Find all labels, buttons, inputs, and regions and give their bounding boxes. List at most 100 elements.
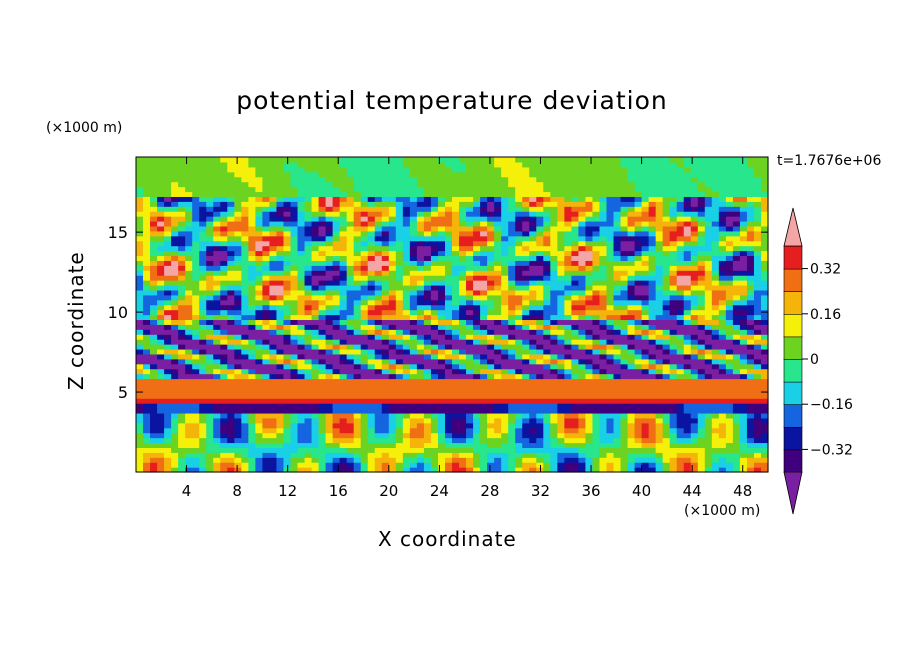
contour-cell <box>683 373 692 380</box>
contour-cell <box>655 329 664 335</box>
contour-cell <box>655 437 664 444</box>
contour-cell <box>760 270 769 276</box>
contour-cell <box>739 373 748 380</box>
contour-cell <box>732 358 741 365</box>
contour-cell <box>501 270 509 276</box>
contour-cell <box>171 442 179 448</box>
contour-cell <box>557 408 565 414</box>
contour-cell <box>199 304 207 311</box>
contour-cell <box>648 314 657 321</box>
contour-cell <box>318 412 327 419</box>
contour-cell <box>599 348 608 355</box>
contour-cell <box>136 240 144 247</box>
contour-cell <box>227 378 235 384</box>
contour-cell <box>711 408 720 414</box>
contour-cell <box>416 289 425 296</box>
contour-cell <box>444 250 453 257</box>
contour-cell <box>662 230 671 237</box>
contour-cell <box>571 309 579 316</box>
contour-cell <box>206 196 214 202</box>
contour-cell <box>522 462 530 468</box>
contour-cell <box>381 275 390 281</box>
contour-cell <box>725 383 734 389</box>
contour-cell <box>325 462 334 468</box>
contour-cell <box>241 220 249 227</box>
contour-cell <box>753 427 762 434</box>
contour-cell <box>655 353 664 360</box>
contour-cell <box>459 417 467 424</box>
contour-cell <box>697 319 706 325</box>
contour-cell <box>697 225 706 232</box>
contour-cell <box>725 216 734 222</box>
contour-cell <box>634 225 643 232</box>
contour-cell <box>613 201 622 207</box>
contour-cell <box>606 383 615 389</box>
contour-cell <box>402 265 411 271</box>
contour-cell <box>325 309 334 316</box>
contour-cell <box>395 280 404 286</box>
contour-cell <box>760 412 769 419</box>
contour-cell <box>634 378 643 384</box>
contour-cell <box>606 314 615 321</box>
contour-cell <box>599 344 608 350</box>
contour-cell <box>248 240 256 247</box>
contour-cell <box>227 358 235 365</box>
contour-cell <box>402 348 411 355</box>
contour-cell <box>683 289 692 296</box>
contour-cell <box>473 437 481 444</box>
contour-cell <box>620 353 629 360</box>
contour-cell <box>199 408 207 414</box>
contour-cell <box>283 412 292 419</box>
contour-cell <box>325 437 334 444</box>
contour-cell <box>564 314 572 321</box>
contour-cell <box>255 467 263 473</box>
contour-cell <box>360 206 369 212</box>
contour-cell <box>662 358 671 365</box>
contour-cell <box>571 201 579 207</box>
contour-cell <box>339 304 348 311</box>
contour-cell <box>543 314 551 321</box>
contour-cell <box>318 245 327 252</box>
contour-cell <box>480 270 488 276</box>
contour-cell <box>501 462 509 468</box>
contour-cell <box>171 294 179 301</box>
contour-cell <box>430 348 439 355</box>
contour-cell <box>571 324 579 330</box>
contour-cell <box>143 368 151 375</box>
contour-cell <box>662 265 671 271</box>
contour-cell <box>255 245 263 252</box>
contour-cell <box>704 289 713 296</box>
contour-cell <box>641 417 650 424</box>
contour-cell <box>501 280 509 286</box>
contour-cell <box>402 344 411 350</box>
contour-cell <box>325 447 334 453</box>
contour-cell <box>381 368 390 375</box>
contour-cell <box>592 442 601 448</box>
contour-cell <box>641 201 650 207</box>
contour-cell <box>760 363 769 370</box>
contour-cell <box>262 353 271 360</box>
contour-cell <box>444 230 453 237</box>
contour-cell <box>459 284 467 291</box>
contour-cell <box>746 417 755 424</box>
contour-cell <box>346 363 355 370</box>
contour-cell <box>515 403 523 409</box>
contour-cell <box>466 422 474 429</box>
contour-cell <box>178 216 186 222</box>
contour-cell <box>543 378 551 384</box>
contour-cell <box>360 245 369 252</box>
contour-cell <box>402 398 411 404</box>
contour-cell <box>564 304 572 311</box>
contour-cell <box>676 427 685 434</box>
contour-cell <box>430 230 439 237</box>
contour-cell <box>669 324 678 330</box>
contour-cell <box>718 230 727 237</box>
contour-cell <box>487 368 495 375</box>
contour-cell <box>234 196 242 202</box>
contour-cell <box>480 230 488 237</box>
contour-cell <box>508 289 516 296</box>
contour-cell <box>543 299 551 306</box>
contour-cell <box>318 211 327 217</box>
contour-cell <box>711 294 720 301</box>
contour-cell <box>613 334 622 340</box>
